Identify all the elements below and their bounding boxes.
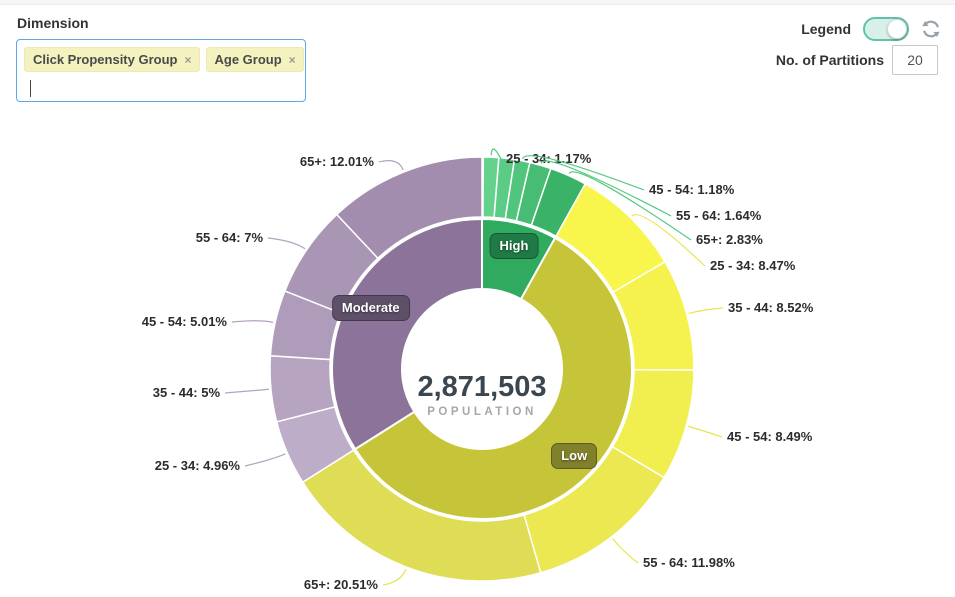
label-leader-line xyxy=(522,155,645,191)
segment-moderate-65+[interactable] xyxy=(335,156,483,260)
label-leader-line xyxy=(688,307,724,315)
legend-toggle[interactable] xyxy=(863,17,909,41)
ring-label-moderate[interactable]: Moderate xyxy=(331,294,410,321)
label-leader-line xyxy=(224,388,270,394)
label-leader-line xyxy=(231,320,274,323)
segment-label-moderate-65+: 65+: 12.01% xyxy=(300,154,375,169)
segment-label-high-45-54: 45 - 54: 1.18% xyxy=(649,182,735,197)
label-leader-line xyxy=(631,214,706,267)
remove-tag-icon[interactable]: × xyxy=(288,52,296,67)
label-leader-line xyxy=(382,568,407,586)
toggle-knob xyxy=(887,19,907,39)
segment-label-high-65+: 65+: 2.83% xyxy=(696,232,763,247)
segment-label-low-55-64: 55 - 64: 11.98% xyxy=(643,555,735,570)
dimension-input[interactable]: Click Propensity Group × Age Group × xyxy=(16,39,306,102)
top-border xyxy=(0,0,955,5)
legend-label: Legend xyxy=(801,21,851,37)
label-leader-line xyxy=(568,171,692,241)
tag-age-group: Age Group × xyxy=(205,47,304,72)
partitions-label: No. of Partitions xyxy=(775,52,884,68)
segment-label-moderate-55-64: 55 - 64: 7% xyxy=(196,230,264,245)
label-leader-line xyxy=(612,538,639,564)
dimension-label: Dimension xyxy=(17,15,89,31)
label-leader-line xyxy=(540,160,672,217)
segment-label-moderate-45-54: 45 - 54: 5.01% xyxy=(142,314,228,329)
refresh-icon[interactable] xyxy=(921,19,941,39)
dimension-tags: Click Propensity Group × Age Group × xyxy=(17,40,305,72)
partitions-controls: No. of Partitions xyxy=(776,45,938,75)
legend-controls: Legend xyxy=(801,17,941,41)
segment-label-low-65+: 65+: 20.51% xyxy=(304,577,379,592)
segment-label-low-35-44: 35 - 44: 8.52% xyxy=(728,300,814,315)
segment-label-high-55-64: 55 - 64: 1.64% xyxy=(676,208,762,223)
segment-label-moderate-25-34: 25 - 34: 4.96% xyxy=(155,458,241,473)
label-leader-line xyxy=(267,237,306,250)
label-leader-line xyxy=(490,148,502,160)
remove-tag-icon[interactable]: × xyxy=(184,52,192,67)
segment-label-low-25-34: 25 - 34: 8.47% xyxy=(710,258,796,273)
ring-label-high[interactable]: High xyxy=(489,233,539,260)
tag-label: Age Group xyxy=(214,52,282,67)
label-leader-line xyxy=(378,160,404,171)
tag-label: Click Propensity Group xyxy=(33,52,178,67)
ring-moderate[interactable] xyxy=(331,217,483,451)
segment-label-low-45-54: 45 - 54: 8.49% xyxy=(727,429,813,444)
label-leader-line xyxy=(688,425,723,438)
segment-label-moderate-35-44: 35 - 44: 5% xyxy=(153,385,221,400)
ring-label-low[interactable]: Low xyxy=(551,443,598,470)
chart-center-disc xyxy=(403,290,561,448)
label-leader-line xyxy=(244,453,286,467)
partitions-input[interactable] xyxy=(892,45,938,75)
text-cursor xyxy=(30,80,31,97)
tag-click-propensity-group: Click Propensity Group × xyxy=(24,47,200,72)
